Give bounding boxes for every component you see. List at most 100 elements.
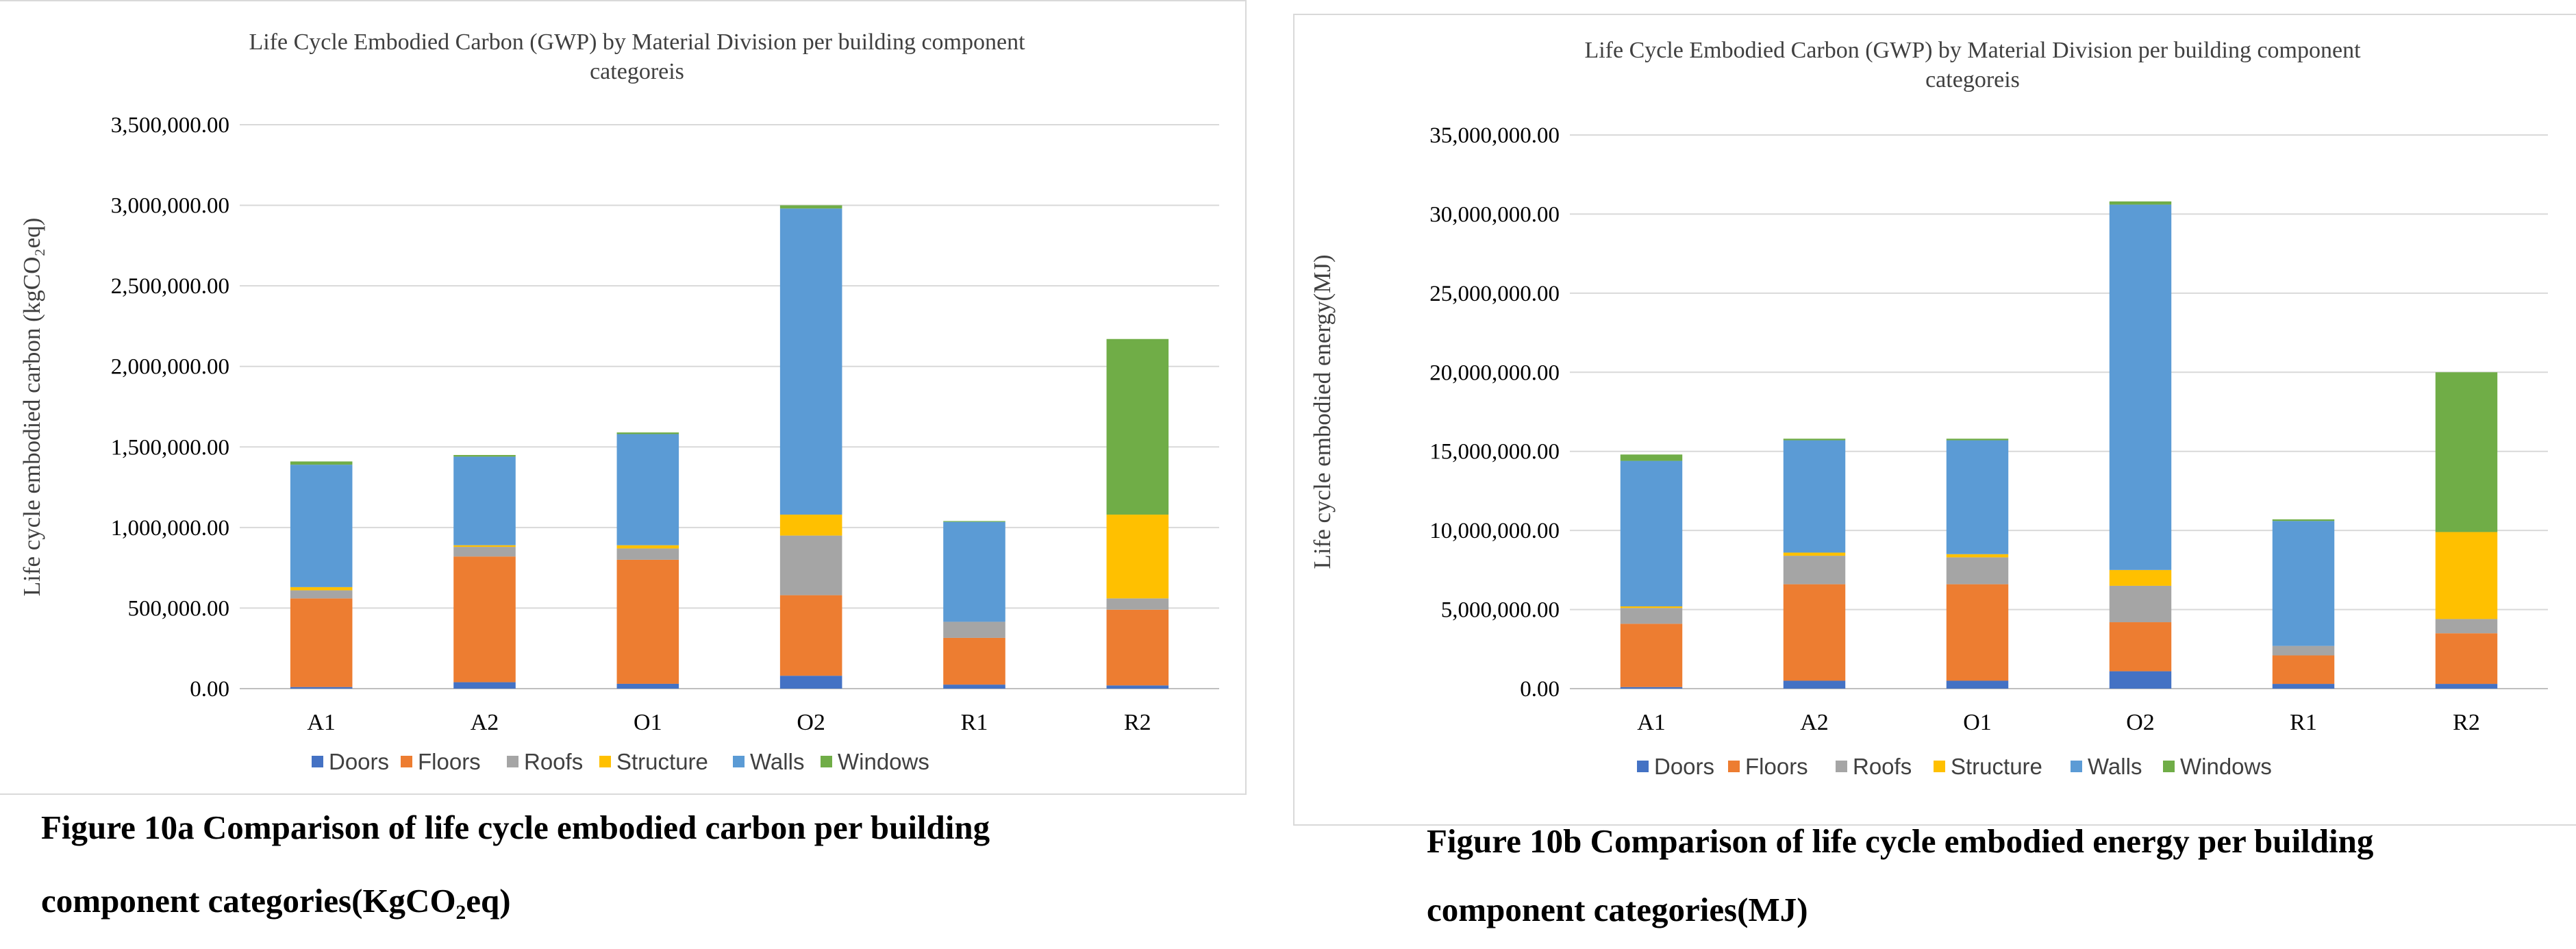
carbon-legend-swatch-floors [401,756,412,767]
carbon-bar-o2-structure [779,515,842,536]
energy-bar-r2-roofs [2435,619,2498,634]
carbon-bar-r1-walls [943,521,1005,622]
chart-energy: Life Cycle Embodied Carbon (GWP) by Mate… [1309,38,2548,779]
energy-bar-a1-walls [1620,460,1683,606]
energy-y-tick-label: 5,000,000.00 [1441,598,1560,623]
energy-x-tick-label: R1 [2290,710,2317,735]
energy-legend-label-walls: Walls [2088,754,2142,779]
energy-y-tick-label: 35,000,000.00 [1429,123,1560,148]
energy-bar-o2-doors [2109,671,2172,689]
energy-legend-swatch-doors [1637,761,1649,772]
energy-bar-o2-windows [2109,201,2172,205]
carbon-legend-swatch-windows [821,756,832,767]
energy-bar-a1-floors [1620,624,1683,687]
energy-bar-r2-floors [2435,633,2498,685]
energy-y-tick-label: 20,000,000.00 [1429,360,1560,385]
energy-chart-title-line2: categoreis [1925,67,2020,93]
chart-panel-carbon: Life Cycle Embodied Carbon (GWP) by Mate… [0,0,1247,795]
energy-bar-r1-windows [2272,519,2335,521]
carbon-bar-o2-doors [779,676,842,689]
energy-legend-swatch-roofs [1836,761,1847,772]
energy-bar-a2-windows [1783,439,1846,441]
energy-bar-o1-windows [1946,439,2009,441]
carbon-bar-a2-doors [453,682,516,689]
energy-x-tick-label: O2 [2126,710,2155,735]
chart-carbon: Life Cycle Embodied Carbon (GWP) by Mate… [18,29,1219,774]
energy-x-tick-label: A1 [1637,710,1666,735]
energy-bar-a2-doors [1783,680,1846,689]
energy-y-tick-label: 30,000,000.00 [1429,202,1560,227]
carbon-bar-o2-floors [779,595,842,676]
carbon-y-tick-label: 500,000.00 [128,596,230,621]
carbon-bar-o2-windows [779,205,842,209]
carbon-bar-a2-floors [453,556,516,682]
carbon-x-tick-label: O1 [634,710,662,735]
energy-bar-r1-roofs [2272,645,2335,656]
carbon-legend-label-doors: Doors [329,749,389,774]
carbon-chart-title-line1: Life Cycle Embodied Carbon (GWP) by Mate… [249,29,1025,55]
energy-bar-a2-floors [1783,584,1846,681]
caption-figure-10a-line1: Figure 10a Comparison of life cycle embo… [41,809,990,846]
energy-bar-o1-floors [1946,584,2009,681]
carbon-bar-a1-walls [290,465,353,587]
energy-bar-r1-walls [2272,521,2335,646]
carbon-legend-label-floors: Floors [418,749,481,774]
carbon-legend-label-structure: Structure [616,749,708,774]
energy-legend-swatch-structure [1934,761,1945,772]
carbon-bar-r2-floors [1106,609,1169,686]
carbon-x-tick-label: R1 [961,710,988,735]
energy-bar-a1-roofs [1620,608,1683,624]
carbon-bar-r1-doors [943,685,1005,689]
carbon-y-axis-label: Life cycle embodied carbon (kgCO₂eq) [18,218,45,597]
energy-bar-o2-walls [2109,204,2172,570]
carbon-bar-a2-walls [453,456,516,545]
energy-bar-r2-doors [2435,684,2498,689]
carbon-legend-swatch-roofs [507,756,518,767]
energy-legend-swatch-walls [2071,761,2082,772]
carbon-bar-r1-floors [943,637,1005,685]
energy-bar-a2-walls [1783,440,1846,553]
carbon-bar-o2-walls [779,208,842,515]
carbon-legend-swatch-doors [312,756,323,767]
energy-bar-o2-roofs [2109,585,2172,623]
carbon-legend-swatch-walls [733,756,745,767]
energy-bar-r2-structure [2435,532,2498,619]
carbon-x-tick-label: A2 [471,710,499,735]
energy-y-tick-label: 25,000,000.00 [1429,282,1560,306]
carbon-bar-r2-windows [1106,338,1169,515]
carbon-bar-a1-roofs [290,590,353,599]
carbon-bar-a1-windows [290,461,353,465]
carbon-bar-o1-roofs [616,548,679,560]
energy-x-tick-label: O1 [1963,710,1992,735]
carbon-legend-swatch-structure [599,756,611,767]
energy-bar-o1-walls [1946,440,2009,554]
caption-figure-10a-line2: component categories(KgCO₂eq) [41,882,511,920]
carbon-x-tick-label: O2 [797,710,825,735]
energy-x-tick-label: R2 [2453,710,2480,735]
energy-bar-o1-structure [1946,554,2009,558]
energy-legend-label-floors: Floors [1745,754,1808,779]
carbon-y-tick-label: 1,000,000.00 [111,516,229,541]
carbon-legend-label-roofs: Roofs [524,749,583,774]
carbon-bar-a2-structure [453,545,516,547]
carbon-bar-a1-floors [290,598,353,687]
carbon-bar-o1-structure [616,545,679,549]
carbon-y-tick-label: 3,000,000.00 [111,194,229,219]
carbon-bar-a2-roofs [453,547,516,557]
caption-figure-10b-line2: component categories(MJ) [1427,891,1808,928]
carbon-chart-title-line2: categoreis [590,59,684,84]
carbon-bar-o2-roofs [779,535,842,595]
energy-y-axis-label: Life cycle embodied energy(MJ) [1309,254,1336,569]
energy-bar-a1-windows [1620,454,1683,461]
carbon-y-tick-label: 0.00 [190,677,229,702]
carbon-bar-a1-doors [290,687,353,689]
carbon-bar-o1-windows [616,432,679,434]
energy-bar-o1-roofs [1946,557,2009,584]
carbon-y-tick-label: 3,500,000.00 [111,113,229,138]
carbon-x-tick-label: R2 [1124,710,1151,735]
carbon-y-tick-label: 2,500,000.00 [111,274,229,299]
energy-bar-o2-floors [2109,622,2172,671]
energy-y-tick-label: 15,000,000.00 [1429,440,1560,465]
energy-bar-a1-doors [1620,687,1683,689]
carbon-y-tick-label: 1,500,000.00 [111,435,229,460]
